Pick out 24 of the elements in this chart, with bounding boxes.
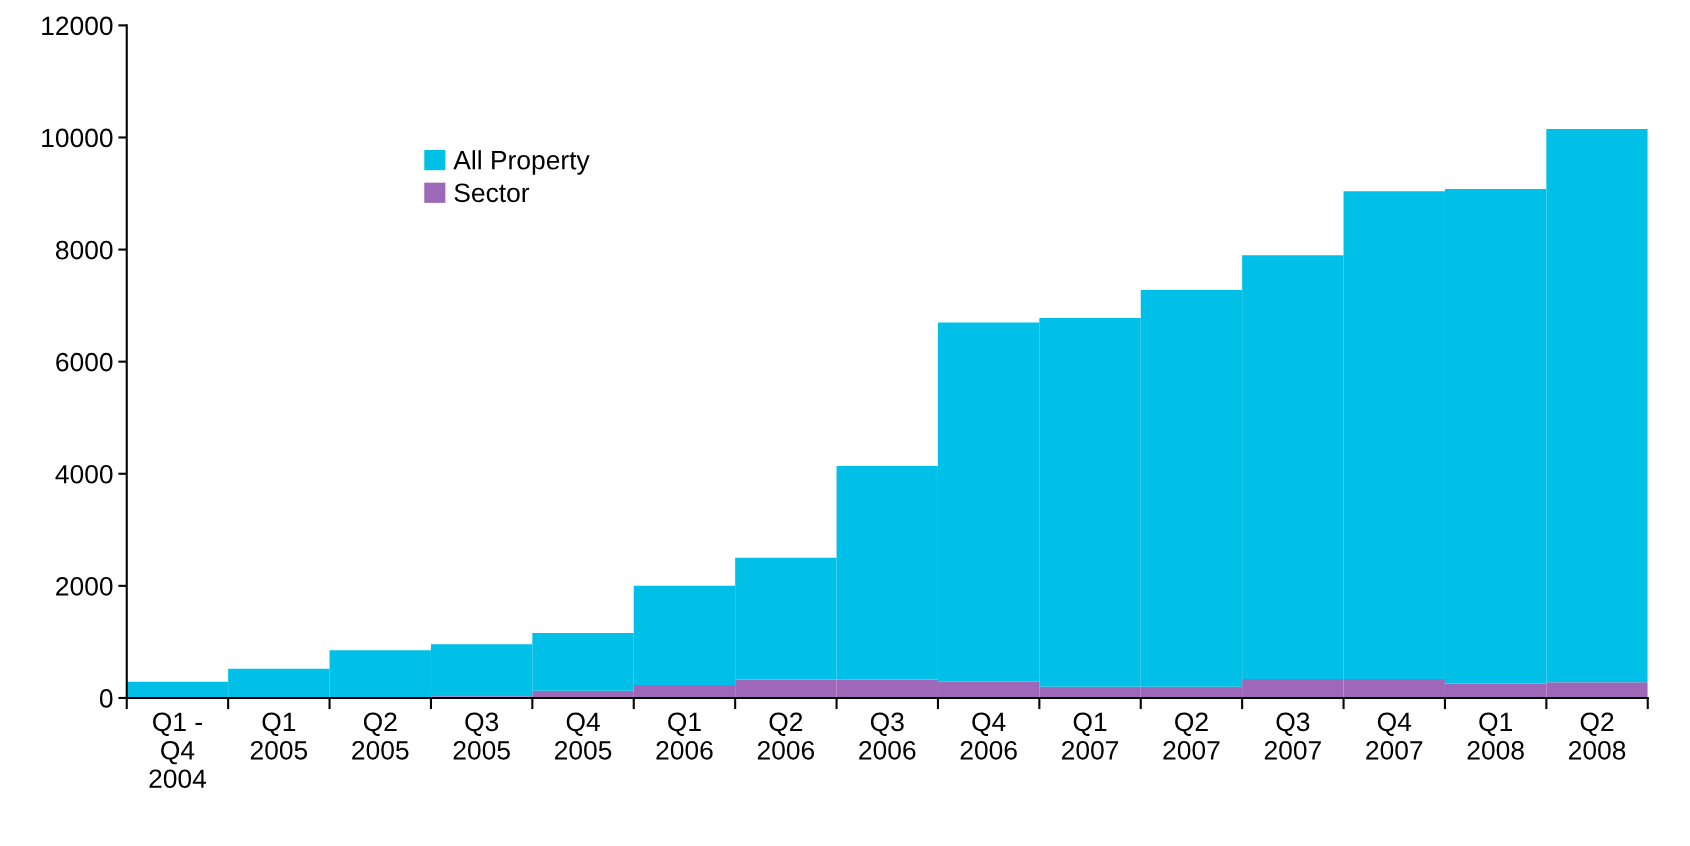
x-tick-label: Q2 2005	[352, 712, 409, 760]
y-tick-label: 6000	[56, 352, 113, 372]
x-tick-label: Q1 - Q4 2004	[149, 712, 207, 789]
x-tick-label: Q4 2007	[1366, 712, 1423, 760]
x-tick-label: Q3 2007	[1264, 712, 1321, 760]
y-tick-label: 12000	[42, 16, 113, 36]
x-tick-label: Q1 2008	[1467, 712, 1524, 760]
y-tick-label: 10000	[42, 128, 113, 148]
x-tick-label: Q1 2006	[656, 712, 713, 760]
x-tick-label: Q2 2008	[1569, 712, 1626, 760]
x-tick-label: Q3 2006	[859, 712, 916, 760]
x-tick-label: Q4 2006	[960, 712, 1017, 760]
y-tick-label: 4000	[55, 464, 113, 484]
legend-label: Sector	[454, 183, 530, 203]
y-tick-label: 2000	[56, 576, 113, 596]
y-tick-label: 0	[99, 689, 113, 708]
x-tick-label: Q1 2005	[250, 712, 308, 760]
x-tick-label: Q2 2007	[1163, 712, 1220, 760]
x-tick-label: Q3 2005	[453, 712, 510, 760]
x-tick-label: Q2 2006	[757, 712, 815, 760]
y-tick-label: 8000	[56, 240, 113, 260]
x-tick-label: Q4 2005	[555, 712, 612, 760]
x-tick-label: Q1 2007	[1062, 712, 1119, 760]
legend-label: All Property	[453, 150, 590, 175]
